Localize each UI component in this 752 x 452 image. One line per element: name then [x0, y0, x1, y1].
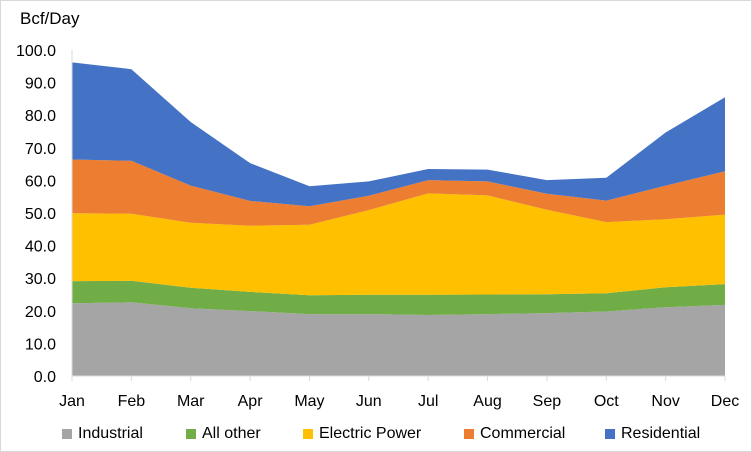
y-tick-label: 10.0 — [25, 336, 56, 353]
y-tick-label: 0.0 — [34, 369, 56, 386]
y-tick-label: 50.0 — [25, 206, 56, 223]
legend-swatch — [186, 429, 196, 439]
y-axis-title: Bcf/Day — [20, 9, 80, 28]
x-tick-label: Oct — [594, 393, 619, 410]
legend-item: Electric Power — [303, 425, 421, 443]
legend-swatch — [605, 429, 615, 439]
legend-label: Electric Power — [319, 425, 422, 442]
legend-label: Residential — [621, 425, 701, 442]
y-tick-label: 20.0 — [25, 304, 56, 321]
legend-item: All other — [186, 425, 261, 443]
x-tick-label: Apr — [238, 393, 264, 410]
y-tick-label: 30.0 — [25, 271, 56, 288]
x-tick-label: Aug — [473, 393, 501, 410]
area-series-all-other — [72, 280, 725, 315]
legend-label: Commercial — [480, 425, 566, 442]
y-tick-label: 80.0 — [25, 108, 56, 125]
x-tick-label: Jul — [418, 393, 438, 410]
legend-swatch — [62, 429, 72, 439]
x-tick-label: Feb — [118, 393, 146, 410]
x-tick-label: May — [294, 393, 324, 410]
area-series-electric-power — [72, 193, 725, 296]
y-tick-label: 90.0 — [25, 76, 56, 93]
legend-label: Industrial — [78, 425, 143, 442]
legend-swatch — [464, 429, 474, 439]
x-tick-label: Sep — [533, 393, 562, 410]
y-tick-label: 70.0 — [25, 141, 56, 158]
area-series-industrial — [72, 302, 725, 376]
y-tick-label: 40.0 — [25, 239, 56, 256]
x-tick-label: Dec — [711, 393, 739, 410]
x-tick-label: Mar — [177, 393, 205, 410]
legend-swatch — [303, 429, 313, 439]
area-series-residential — [72, 62, 725, 207]
y-tick-label: 100.0 — [16, 43, 56, 60]
legend-item: Industrial — [62, 425, 143, 443]
chart-legend: Industrial All other Electric Power Commerc… — [1, 425, 751, 447]
area-series-commercial — [72, 159, 725, 226]
x-tick-label: Jan — [59, 393, 85, 410]
legend-label: All other — [202, 425, 261, 442]
x-tick-label: Nov — [651, 393, 679, 410]
legend-item: Commercial — [464, 425, 565, 443]
x-tick-label: Jun — [356, 393, 382, 410]
y-tick-label: 60.0 — [25, 173, 56, 190]
legend-item: Residential — [605, 425, 700, 443]
chart-plot: 0.0 10.0 20.0 30.0 40.0 50.0 60.0 70.0 80.0 90.0 1… — [16, 43, 739, 410]
